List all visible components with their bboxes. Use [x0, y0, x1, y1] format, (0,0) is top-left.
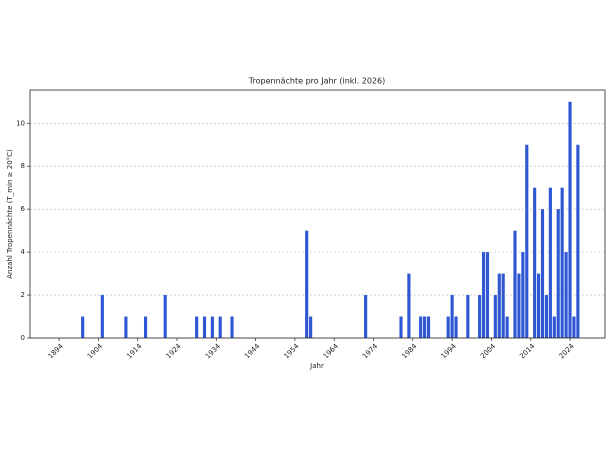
chart-title: Tropennächte pro Jahr (inkl. 2026): [248, 77, 385, 86]
y-tick-label: 8: [21, 162, 25, 170]
bar: [309, 316, 313, 338]
bar: [544, 295, 549, 338]
x-tick-label: 2004: [479, 342, 498, 361]
bar: [552, 316, 556, 338]
bar: [218, 316, 222, 338]
y-tick-label: 0: [21, 334, 25, 342]
bar: [450, 295, 454, 338]
bar: [513, 230, 517, 338]
bar: [407, 273, 411, 338]
bar: [478, 295, 482, 338]
bar: [466, 295, 470, 338]
x-tick-label: 1954: [282, 342, 301, 361]
x-tick-label: 1994: [440, 342, 459, 361]
x-tick-label: 1904: [86, 342, 105, 361]
bar: [533, 187, 537, 338]
bar: [576, 144, 580, 338]
x-tick-label: 1894: [47, 342, 66, 361]
x-tick-label: 1964: [322, 342, 341, 361]
x-tick-label: 1944: [243, 342, 262, 361]
bar: [564, 252, 568, 338]
bar: [560, 187, 564, 338]
bar: [548, 187, 552, 338]
bar: [423, 316, 427, 338]
bar: [505, 316, 509, 338]
bar: [163, 295, 167, 338]
bar: [419, 316, 423, 338]
x-tick-label: 2024: [558, 342, 577, 361]
bar: [230, 316, 234, 338]
bar: [537, 273, 541, 338]
bar: [364, 295, 368, 338]
bar: [572, 316, 576, 338]
x-axis-label: Jahr: [309, 362, 324, 370]
bar: [143, 316, 148, 338]
bar: [210, 316, 214, 338]
x-tick-label: 1984: [400, 342, 419, 361]
x-tick-label: 1924: [165, 342, 184, 361]
plot-frame: [29, 89, 606, 339]
bar: [525, 144, 529, 338]
bar: [501, 273, 505, 338]
bar: [426, 316, 431, 338]
x-tick-label: 1974: [361, 342, 380, 361]
bar: [556, 209, 560, 338]
y-tick-label: 10: [16, 119, 25, 127]
bar: [100, 295, 104, 338]
bar: [202, 316, 207, 338]
y-tick-label: 4: [21, 248, 26, 256]
bar: [81, 316, 85, 338]
y-tick-label: 6: [21, 205, 26, 213]
bar: [485, 252, 490, 338]
bar: [446, 316, 450, 338]
bar: [540, 209, 545, 338]
y-axis-label: Anzahl Tropennächte (T_min ≥ 20°C): [6, 149, 14, 279]
bar: [399, 316, 403, 338]
x-tick-label: 2014: [518, 342, 537, 361]
bar: [568, 101, 572, 338]
x-tick-label: 1914: [125, 342, 144, 361]
bar: [305, 230, 309, 338]
bar: [521, 252, 525, 338]
bar: [195, 316, 199, 338]
bar: [481, 252, 486, 338]
x-tick-label: 1934: [204, 342, 223, 361]
bar: [493, 295, 497, 338]
bar: [454, 316, 458, 338]
y-tick-label: 2: [21, 291, 25, 299]
bar: [517, 273, 521, 338]
bar: [124, 316, 128, 338]
bar: [497, 273, 501, 338]
